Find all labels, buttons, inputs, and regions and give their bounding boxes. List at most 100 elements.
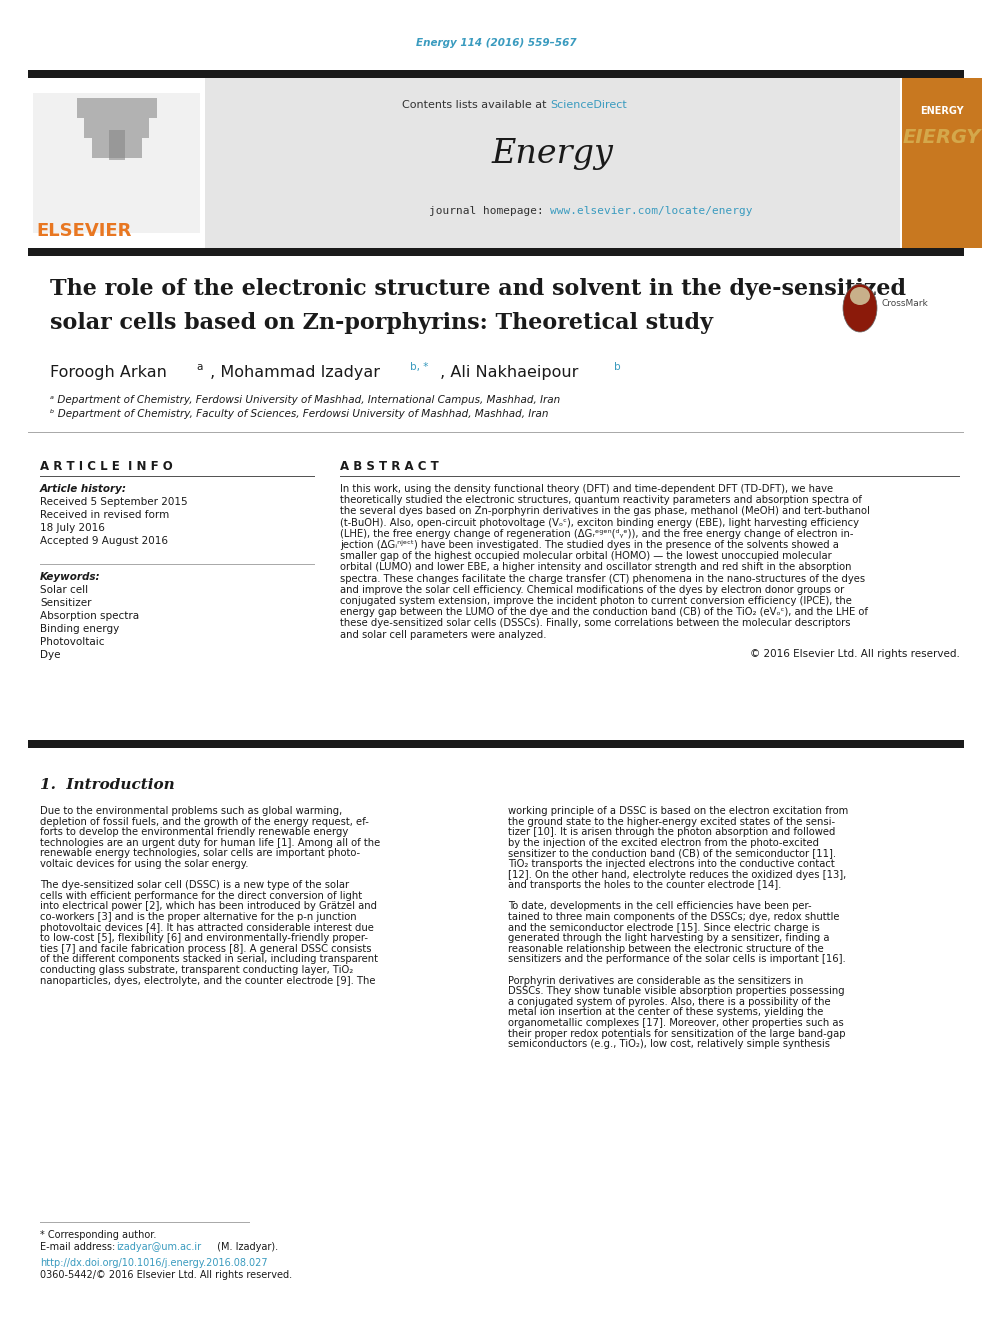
Bar <box>28 70 964 78</box>
Ellipse shape <box>843 284 877 332</box>
Text: DSSCs. They show tunable visible absorption properties possessing: DSSCs. They show tunable visible absorpt… <box>508 986 844 996</box>
Text: Keywords:: Keywords: <box>40 572 100 582</box>
Text: these dye-sensitized solar cells (DSSCs). Finally, some correlations between the: these dye-sensitized solar cells (DSSCs)… <box>340 618 850 628</box>
Text: orbital (LUMO) and lower EBE, a higher intensity and oscillator strength and red: orbital (LUMO) and lower EBE, a higher i… <box>340 562 851 573</box>
Text: ᵇ Department of Chemistry, Faculty of Sciences, Ferdowsi University of Mashhad, : ᵇ Department of Chemistry, Faculty of Sc… <box>50 409 549 419</box>
Text: © 2016 Elsevier Ltd. All rights reserved.: © 2016 Elsevier Ltd. All rights reserved… <box>750 648 960 659</box>
Text: the ground state to the higher-energy excited states of the sensi-: the ground state to the higher-energy ex… <box>508 816 835 827</box>
Text: sensitizer to the conduction band (CB) of the semiconductor [11].: sensitizer to the conduction band (CB) o… <box>508 848 836 859</box>
Text: Dye: Dye <box>40 650 61 660</box>
Text: cells with efficient performance for the direct conversion of light: cells with efficient performance for the… <box>40 890 362 901</box>
Text: Energy: Energy <box>492 138 613 169</box>
Text: (t-BuOH). Also, open-circuit photovoltage (Vₒᶜ), exciton binding energy (EBE), l: (t-BuOH). Also, open-circuit photovoltag… <box>340 517 859 528</box>
Text: www.elsevier.com/locate/energy: www.elsevier.com/locate/energy <box>551 206 753 216</box>
Text: Received 5 September 2015: Received 5 September 2015 <box>40 497 187 507</box>
Text: , Mohammad Izadyar: , Mohammad Izadyar <box>205 365 380 380</box>
Text: http://dx.doi.org/10.1016/j.energy.2016.08.027: http://dx.doi.org/10.1016/j.energy.2016.… <box>40 1258 268 1267</box>
Text: working principle of a DSSC is based on the electron excitation from: working principle of a DSSC is based on … <box>508 806 848 816</box>
Text: ELSEVIER: ELSEVIER <box>36 222 131 239</box>
Text: forts to develop the environmental friendly renewable energy: forts to develop the environmental frien… <box>40 827 348 837</box>
Text: ties [7] and facile fabrication process [8]. A general DSSC consists: ties [7] and facile fabrication process … <box>40 943 371 954</box>
Text: CrossMark: CrossMark <box>882 299 929 308</box>
Text: Solar cell: Solar cell <box>40 585 88 595</box>
Bar <box>28 78 205 247</box>
Bar <box>33 93 200 233</box>
Text: into electrical power [2], which has been introduced by Grätzel and: into electrical power [2], which has bee… <box>40 901 377 912</box>
Text: sensitizers and the performance of the solar cells is important [16].: sensitizers and the performance of the s… <box>508 954 846 964</box>
Bar <box>108 130 125 160</box>
Text: co-workers [3] and is the proper alternative for the p-n junction: co-workers [3] and is the proper alterna… <box>40 912 357 922</box>
Text: b, *: b, * <box>410 363 429 372</box>
Text: conducting glass substrate, transparent conducting layer, TiO₂: conducting glass substrate, transparent … <box>40 964 353 975</box>
Text: Porphyrin derivatives are considerable as the sensitizers in: Porphyrin derivatives are considerable a… <box>508 975 804 986</box>
Text: A B S T R A C T: A B S T R A C T <box>340 460 438 474</box>
Ellipse shape <box>850 287 870 306</box>
Text: conjugated system extension, improve the incident photon to current conversion e: conjugated system extension, improve the… <box>340 595 852 606</box>
Text: nanoparticles, dyes, electrolyte, and the counter electrode [9]. The: nanoparticles, dyes, electrolyte, and th… <box>40 975 376 986</box>
Text: To date, developments in the cell efficiencies have been per-: To date, developments in the cell effici… <box>508 901 811 912</box>
Text: jection (ΔGᵢⁿʲᵉᶜᵗ) have been investigated. The studied dyes in the presence of t: jection (ΔGᵢⁿʲᵉᶜᵗ) have been investigate… <box>340 540 839 550</box>
Bar <box>902 78 982 247</box>
Text: to low-cost [5], flexibility [6] and environmentally-friendly proper-: to low-cost [5], flexibility [6] and env… <box>40 933 368 943</box>
Text: solar cells based on Zn-porphyrins: Theoretical study: solar cells based on Zn-porphyrins: Theo… <box>50 312 713 333</box>
Text: of the different components stacked in serial, including transparent: of the different components stacked in s… <box>40 954 378 964</box>
Text: journal homepage:: journal homepage: <box>429 206 551 216</box>
Text: Article history:: Article history: <box>40 484 127 493</box>
Text: depletion of fossil fuels, and the growth of the energy request, ef-: depletion of fossil fuels, and the growt… <box>40 816 369 827</box>
Bar <box>28 247 964 255</box>
Text: In this work, using the density functional theory (DFT) and time-dependent DFT (: In this work, using the density function… <box>340 484 833 493</box>
Text: tained to three main components of the DSSCs; dye, redox shuttle: tained to three main components of the D… <box>508 912 839 922</box>
Text: and transports the holes to the counter electrode [14].: and transports the holes to the counter … <box>508 880 782 890</box>
Text: Photovoltaic: Photovoltaic <box>40 636 104 647</box>
Text: Due to the environmental problems such as global warming,: Due to the environmental problems such a… <box>40 806 342 816</box>
Text: izadyar@um.ac.ir: izadyar@um.ac.ir <box>116 1242 201 1252</box>
Text: and improve the solar cell efficiency. Chemical modifications of the dyes by ele: and improve the solar cell efficiency. C… <box>340 585 844 595</box>
Text: technologies are an urgent duty for human life [1]. Among all of the: technologies are an urgent duty for huma… <box>40 837 380 848</box>
Text: Absorption spectra: Absorption spectra <box>40 611 139 620</box>
Text: a conjugated system of pyroles. Also, there is a possibility of the: a conjugated system of pyroles. Also, th… <box>508 996 830 1007</box>
Text: (M. Izadyar).: (M. Izadyar). <box>214 1242 278 1252</box>
Text: theoretically studied the electronic structures, quantum reactivity parameters a: theoretically studied the electronic str… <box>340 495 862 505</box>
Bar <box>28 740 964 747</box>
Text: reasonable relationship between the electronic structure of the: reasonable relationship between the elec… <box>508 943 823 954</box>
Text: tizer [10]. It is arisen through the photon absorption and followed: tizer [10]. It is arisen through the pho… <box>508 827 835 837</box>
Text: b: b <box>614 363 621 372</box>
Text: E-mail address:: E-mail address: <box>40 1242 118 1252</box>
Text: smaller gap of the highest occupied molecular orbital (HOMO) — the lowest unoccu: smaller gap of the highest occupied mole… <box>340 552 831 561</box>
Text: photovoltaic devices [4]. It has attracted considerable interest due: photovoltaic devices [4]. It has attract… <box>40 922 374 933</box>
Bar <box>205 78 900 247</box>
Text: 0360-5442/© 2016 Elsevier Ltd. All rights reserved.: 0360-5442/© 2016 Elsevier Ltd. All right… <box>40 1270 292 1279</box>
Text: Accepted 9 August 2016: Accepted 9 August 2016 <box>40 536 168 546</box>
Text: the several dyes based on Zn-porphyrin derivatives in the gas phase, methanol (M: the several dyes based on Zn-porphyrin d… <box>340 507 870 516</box>
Text: * Corresponding author.: * Corresponding author. <box>40 1230 157 1240</box>
Text: Foroogh Arkan: Foroogh Arkan <box>50 365 167 380</box>
Text: energy gap between the LUMO of the dye and the conduction band (CB) of the TiO₂ : energy gap between the LUMO of the dye a… <box>340 607 868 618</box>
Text: [12]. On the other hand, electrolyte reduces the oxidized dyes [13],: [12]. On the other hand, electrolyte red… <box>508 869 846 880</box>
Bar <box>28 431 964 433</box>
Text: by the injection of the excited electron from the photo-excited: by the injection of the excited electron… <box>508 837 819 848</box>
Text: a: a <box>196 363 202 372</box>
Text: A R T I C L E  I N F O: A R T I C L E I N F O <box>40 460 173 474</box>
Text: ᵃ Department of Chemistry, Ferdowsi University of Mashhad, International Campus,: ᵃ Department of Chemistry, Ferdowsi Univ… <box>50 396 560 405</box>
Text: and the semiconductor electrode [15]. Since electric charge is: and the semiconductor electrode [15]. Si… <box>508 922 819 933</box>
Text: organometallic complexes [17]. Moreover, other properties such as: organometallic complexes [17]. Moreover,… <box>508 1017 844 1028</box>
Text: ScienceDirect: ScienceDirect <box>551 101 627 110</box>
Text: (LHE), the free energy change of regeneration (ΔGᵣᵉᵍᵉⁿ(ᵈᵧᵉ)), and the free energ: (LHE), the free energy change of regener… <box>340 529 853 538</box>
Text: The role of the electronic structure and solvent in the dye-sensitized: The role of the electronic structure and… <box>50 278 906 300</box>
Bar <box>76 98 157 118</box>
Text: semiconductors (e.g., TiO₂), low cost, relatively simple synthesis: semiconductors (e.g., TiO₂), low cost, r… <box>508 1039 830 1049</box>
Text: ENERGY: ENERGY <box>921 106 964 116</box>
Text: Received in revised form: Received in revised form <box>40 509 170 520</box>
Text: and solar cell parameters were analyzed.: and solar cell parameters were analyzed. <box>340 630 547 639</box>
Text: metal ion insertion at the center of these systems, yielding the: metal ion insertion at the center of the… <box>508 1007 823 1017</box>
Text: 1.  Introduction: 1. Introduction <box>40 778 175 792</box>
Text: , Ali Nakhaeipour: , Ali Nakhaeipour <box>435 365 578 380</box>
Text: TiO₂ transports the injected electrons into the conductive contact: TiO₂ transports the injected electrons i… <box>508 859 834 869</box>
Text: Energy 114 (2016) 559–567: Energy 114 (2016) 559–567 <box>416 38 576 48</box>
Bar <box>91 138 142 157</box>
Text: Binding energy: Binding energy <box>40 624 119 634</box>
Text: their proper redox potentials for sensitization of the large band-gap: their proper redox potentials for sensit… <box>508 1028 845 1039</box>
Text: voltaic devices for using the solar energy.: voltaic devices for using the solar ener… <box>40 859 249 869</box>
Text: renewable energy technologies, solar cells are important photo-: renewable energy technologies, solar cel… <box>40 848 360 859</box>
Text: The dye-sensitized solar cell (DSSC) is a new type of the solar: The dye-sensitized solar cell (DSSC) is … <box>40 880 349 890</box>
